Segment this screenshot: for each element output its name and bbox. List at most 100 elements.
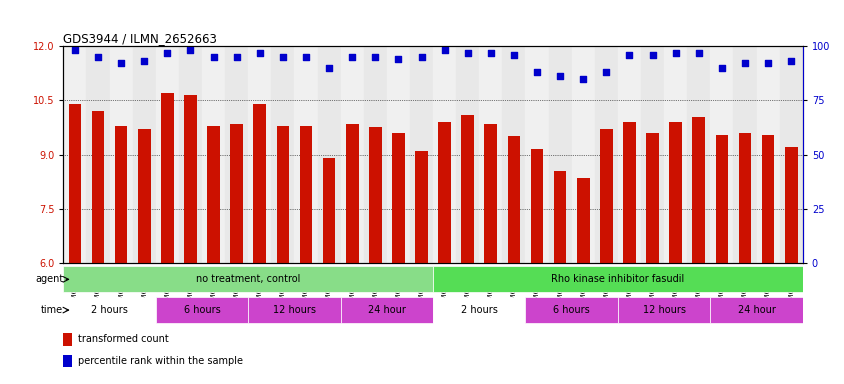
Bar	[207, 126, 219, 263]
Bar	[86, 46, 110, 263]
Bar	[576, 178, 589, 263]
Bar	[784, 147, 797, 263]
Text: 12 hours: 12 hours	[641, 305, 684, 315]
Bar	[760, 135, 774, 263]
Bar	[63, 297, 155, 323]
Bar	[710, 46, 733, 263]
Bar	[248, 46, 271, 263]
Text: no treatment, control: no treatment, control	[196, 274, 300, 285]
Bar	[248, 297, 340, 323]
Bar	[387, 46, 409, 263]
Bar	[622, 122, 635, 263]
Bar	[294, 46, 317, 263]
Bar	[392, 133, 404, 263]
Point	[114, 60, 127, 66]
Bar	[230, 124, 243, 263]
Bar	[68, 104, 81, 263]
Bar	[322, 158, 335, 263]
Bar	[594, 46, 617, 263]
Point	[506, 52, 520, 58]
Bar	[738, 133, 750, 263]
Bar	[63, 354, 73, 367]
Bar	[63, 46, 86, 263]
Point	[414, 54, 428, 60]
Text: percentile rank within the sample: percentile rank within the sample	[78, 356, 243, 366]
Bar	[733, 46, 755, 263]
Bar	[115, 126, 127, 263]
Text: agent: agent	[35, 274, 63, 285]
Bar	[507, 136, 520, 263]
Bar	[530, 149, 543, 263]
Point	[668, 50, 682, 56]
Bar	[63, 333, 73, 346]
Point	[276, 54, 289, 60]
Bar	[715, 135, 728, 263]
Bar	[276, 126, 289, 263]
Point	[530, 69, 544, 75]
Point	[484, 50, 497, 56]
Bar	[414, 151, 427, 263]
Point	[299, 54, 312, 60]
Bar	[110, 46, 133, 263]
Bar	[755, 46, 779, 263]
Point	[138, 58, 151, 65]
Point	[345, 54, 359, 60]
Bar	[271, 46, 294, 263]
Point	[738, 60, 751, 66]
Bar	[161, 93, 174, 263]
Text: 24 hour: 24 hour	[367, 305, 405, 315]
Point	[760, 60, 774, 66]
Text: transformed count: transformed count	[78, 334, 169, 344]
Bar	[525, 297, 617, 323]
Bar	[317, 46, 340, 263]
Text: 6 hours: 6 hours	[553, 305, 589, 315]
Point	[230, 54, 243, 60]
Bar	[340, 46, 363, 263]
Bar	[502, 46, 525, 263]
Point	[68, 47, 82, 53]
Point	[322, 65, 335, 71]
Bar	[363, 46, 387, 263]
Bar	[433, 297, 525, 323]
Point	[622, 52, 636, 58]
Point	[599, 69, 613, 75]
Bar	[63, 266, 433, 292]
Bar	[548, 46, 571, 263]
Text: GDS3944 / ILMN_2652663: GDS3944 / ILMN_2652663	[63, 32, 217, 45]
Text: 24 hour: 24 hour	[737, 305, 775, 315]
Bar	[155, 297, 248, 323]
Bar	[710, 297, 802, 323]
Bar	[340, 297, 433, 323]
Bar	[438, 122, 451, 263]
Bar	[433, 266, 802, 292]
Bar	[668, 122, 681, 263]
Bar	[409, 46, 433, 263]
Bar	[202, 46, 225, 263]
Bar	[663, 46, 686, 263]
Bar	[617, 297, 710, 323]
Bar	[599, 129, 612, 263]
Bar	[779, 46, 802, 263]
Bar	[133, 46, 155, 263]
Bar	[646, 133, 658, 263]
Bar	[525, 46, 548, 263]
Bar	[433, 46, 456, 263]
Bar	[641, 46, 663, 263]
Point	[252, 50, 266, 56]
Text: 2 hours: 2 hours	[91, 305, 128, 315]
Text: 12 hours: 12 hours	[273, 305, 316, 315]
Point	[160, 50, 174, 56]
Bar	[225, 46, 248, 263]
Text: 2 hours: 2 hours	[460, 305, 497, 315]
Bar	[138, 129, 150, 263]
Bar	[691, 117, 704, 263]
Point	[645, 52, 658, 58]
Point	[391, 56, 404, 62]
Text: Rho kinase inhibitor fasudil: Rho kinase inhibitor fasudil	[550, 274, 684, 285]
Bar	[155, 46, 179, 263]
Bar	[91, 111, 105, 263]
Bar	[456, 46, 479, 263]
Bar	[253, 104, 266, 263]
Bar	[461, 115, 473, 263]
Bar	[300, 126, 312, 263]
